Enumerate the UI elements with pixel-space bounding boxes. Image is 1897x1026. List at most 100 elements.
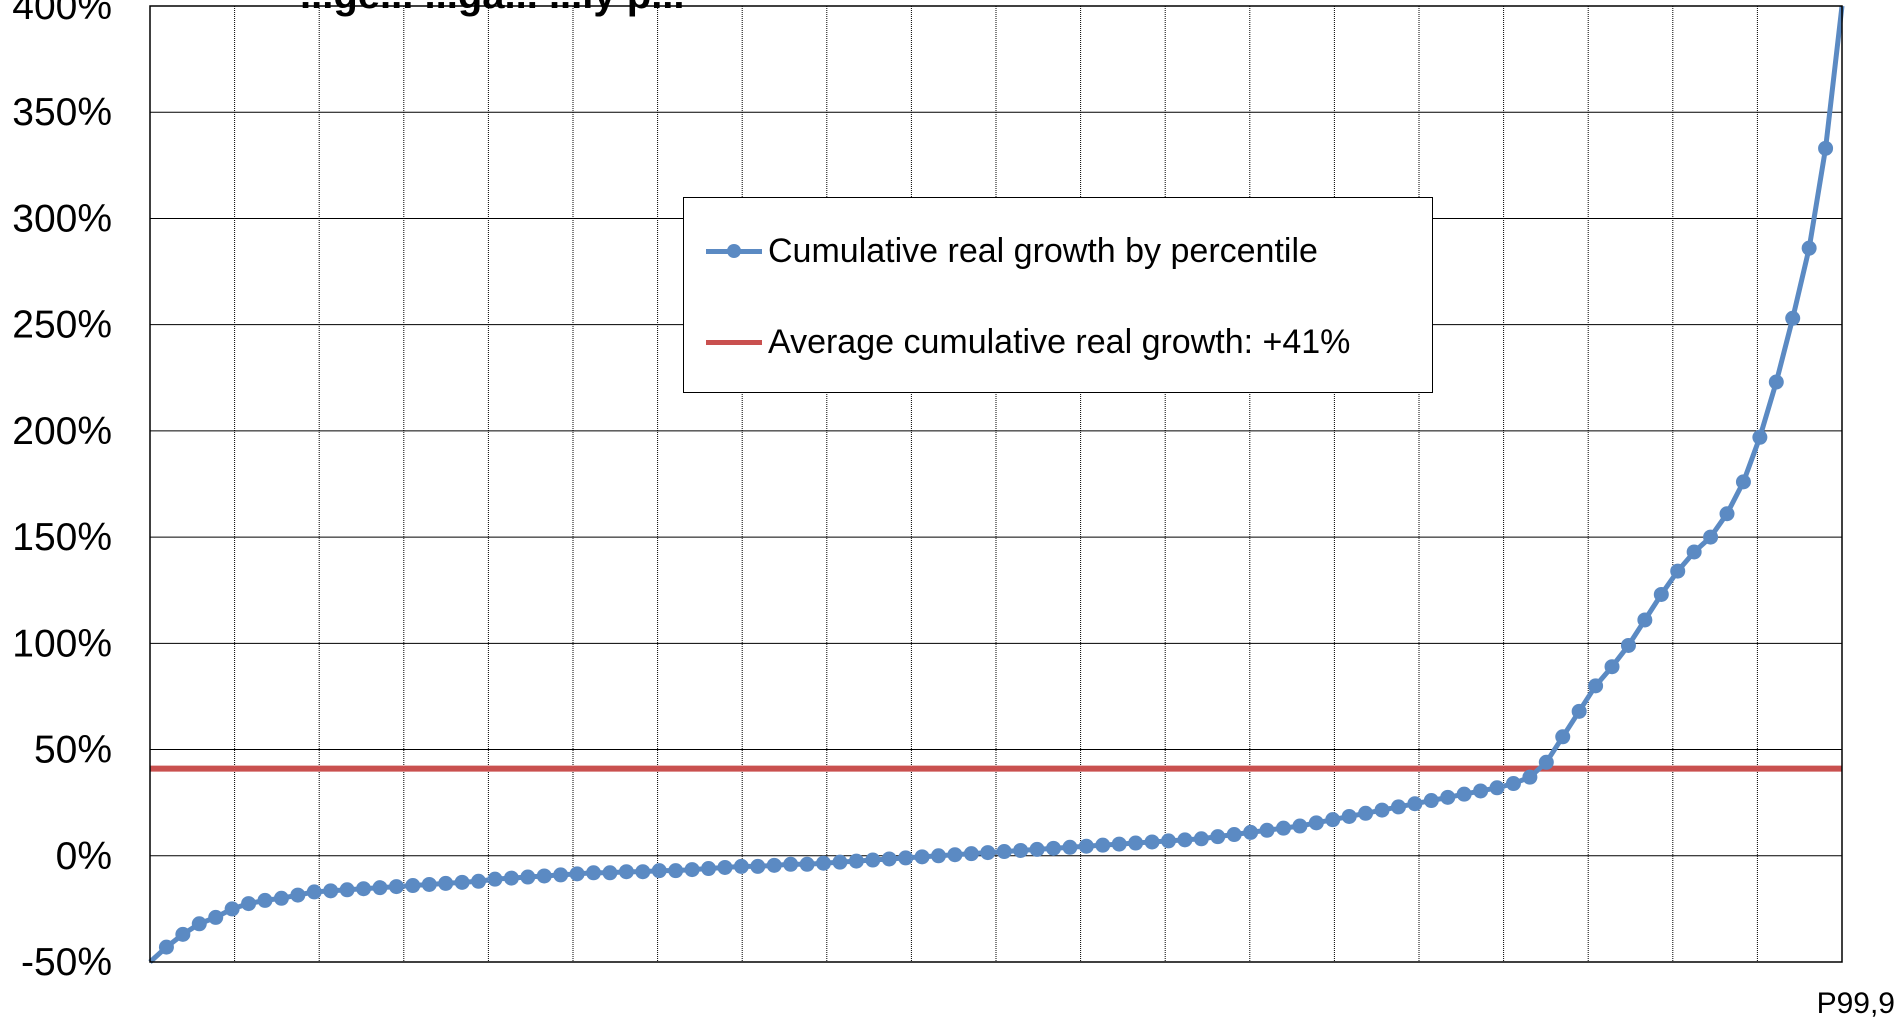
data-point: [1062, 839, 1078, 855]
data-point: [717, 859, 733, 875]
y-tick-label: 150%: [12, 516, 112, 559]
data-point: [438, 875, 454, 891]
y-tick-label: 400%: [12, 0, 112, 28]
data-point: [323, 883, 339, 899]
data-point: [1358, 805, 1374, 821]
data-point: [257, 892, 273, 908]
data-point: [733, 858, 749, 874]
data-point: [750, 858, 766, 874]
legend-line-icon: [706, 322, 762, 362]
data-point: [1013, 842, 1029, 858]
data-point: [783, 856, 799, 872]
data-point: [1735, 474, 1751, 490]
data-point: [1801, 240, 1817, 256]
data-point: [1505, 776, 1521, 792]
data-point: [1390, 799, 1406, 815]
legend-label-average-growth: Average cumulative real growth: +41%: [768, 322, 1351, 361]
data-point: [306, 884, 322, 900]
data-point: [520, 869, 536, 885]
data-point: [388, 879, 404, 895]
data-point: [569, 866, 585, 882]
data-point: [848, 853, 864, 869]
data-point: [487, 871, 503, 887]
data-point: [865, 852, 881, 868]
data-point: [1029, 841, 1045, 857]
data-point: [1686, 544, 1702, 560]
data-point: [1243, 824, 1259, 840]
data-point: [356, 881, 372, 897]
data-point: [635, 864, 651, 880]
y-axis-tick-labels: -50% 0% 50% 100% 150% 200% 250% 300% 350% 400%: [12, 0, 112, 984]
data-point: [1768, 374, 1784, 390]
data-point: [1440, 789, 1456, 805]
data-point: [536, 868, 552, 884]
data-point: [1275, 820, 1291, 836]
y-tick-label: 0%: [56, 835, 112, 878]
data-point: [963, 846, 979, 862]
data-point: [471, 873, 487, 889]
legend-label-percentile-growth: Cumulative real growth by percentile: [768, 231, 1318, 270]
y-tick-label: 200%: [12, 410, 112, 453]
data-point: [241, 896, 257, 912]
data-point: [175, 926, 191, 942]
data-point: [1292, 818, 1308, 834]
chart-title: ...ge... ...ga... ...ly p...: [300, 0, 685, 17]
data-point: [1719, 506, 1735, 522]
data-point: [766, 857, 782, 873]
data-point: [1538, 754, 1554, 770]
grid-lines: [150, 6, 1842, 962]
plot-area-border: [149, 5, 1843, 963]
data-point: [273, 890, 289, 906]
data-point: [1522, 769, 1538, 785]
data-point: [832, 854, 848, 870]
y-tick-label: -50%: [21, 941, 112, 984]
data-point: [996, 844, 1012, 860]
y-tick-label: 350%: [12, 91, 112, 134]
data-point: [1144, 834, 1160, 850]
data-point: [1226, 827, 1242, 843]
data-point: [1078, 838, 1094, 854]
y-tick-label: 100%: [12, 622, 112, 665]
data-point: [1193, 831, 1209, 847]
chart-legend: Cumulative real growth by percentile Ave…: [683, 197, 1433, 393]
data-point: [816, 855, 832, 871]
data-point: [1111, 836, 1127, 852]
legend-item-percentile-growth: Cumulative real growth by percentile: [706, 231, 1318, 271]
data-point: [947, 847, 963, 863]
data-point: [684, 862, 700, 878]
data-point: [651, 863, 667, 879]
data-point: [1670, 563, 1686, 579]
data-point: [553, 867, 569, 883]
data-point: [1160, 833, 1176, 849]
data-point: [224, 901, 240, 917]
data-point: [1374, 802, 1390, 818]
legend-line-marker-icon: [706, 231, 762, 271]
data-point: [1604, 659, 1620, 675]
data-point: [1653, 586, 1669, 602]
data-point: [602, 865, 618, 881]
data-point: [1128, 835, 1144, 851]
data-point: [1456, 786, 1472, 802]
data-point: [405, 878, 421, 894]
data-point: [1308, 815, 1324, 831]
data-point: [931, 848, 947, 864]
data-point: [1785, 310, 1801, 326]
data-point: [191, 916, 207, 932]
data-point: [339, 882, 355, 898]
y-tick-label: 250%: [12, 304, 112, 347]
legend-item-average-growth: Average cumulative real growth: +41%: [706, 322, 1350, 362]
data-point: [799, 856, 815, 872]
x-tick-label-p99-9: P99,9: [1817, 987, 1895, 1020]
data-point: [980, 845, 996, 861]
data-point: [290, 887, 306, 903]
data-point: [1571, 703, 1587, 719]
data-point: [1423, 793, 1439, 809]
data-point: [454, 874, 470, 890]
data-point: [701, 861, 717, 877]
data-point: [1407, 796, 1423, 812]
data-point: [1473, 783, 1489, 799]
y-tick-label: 50%: [34, 729, 112, 772]
data-point: [1818, 140, 1834, 156]
data-point: [1555, 729, 1571, 745]
